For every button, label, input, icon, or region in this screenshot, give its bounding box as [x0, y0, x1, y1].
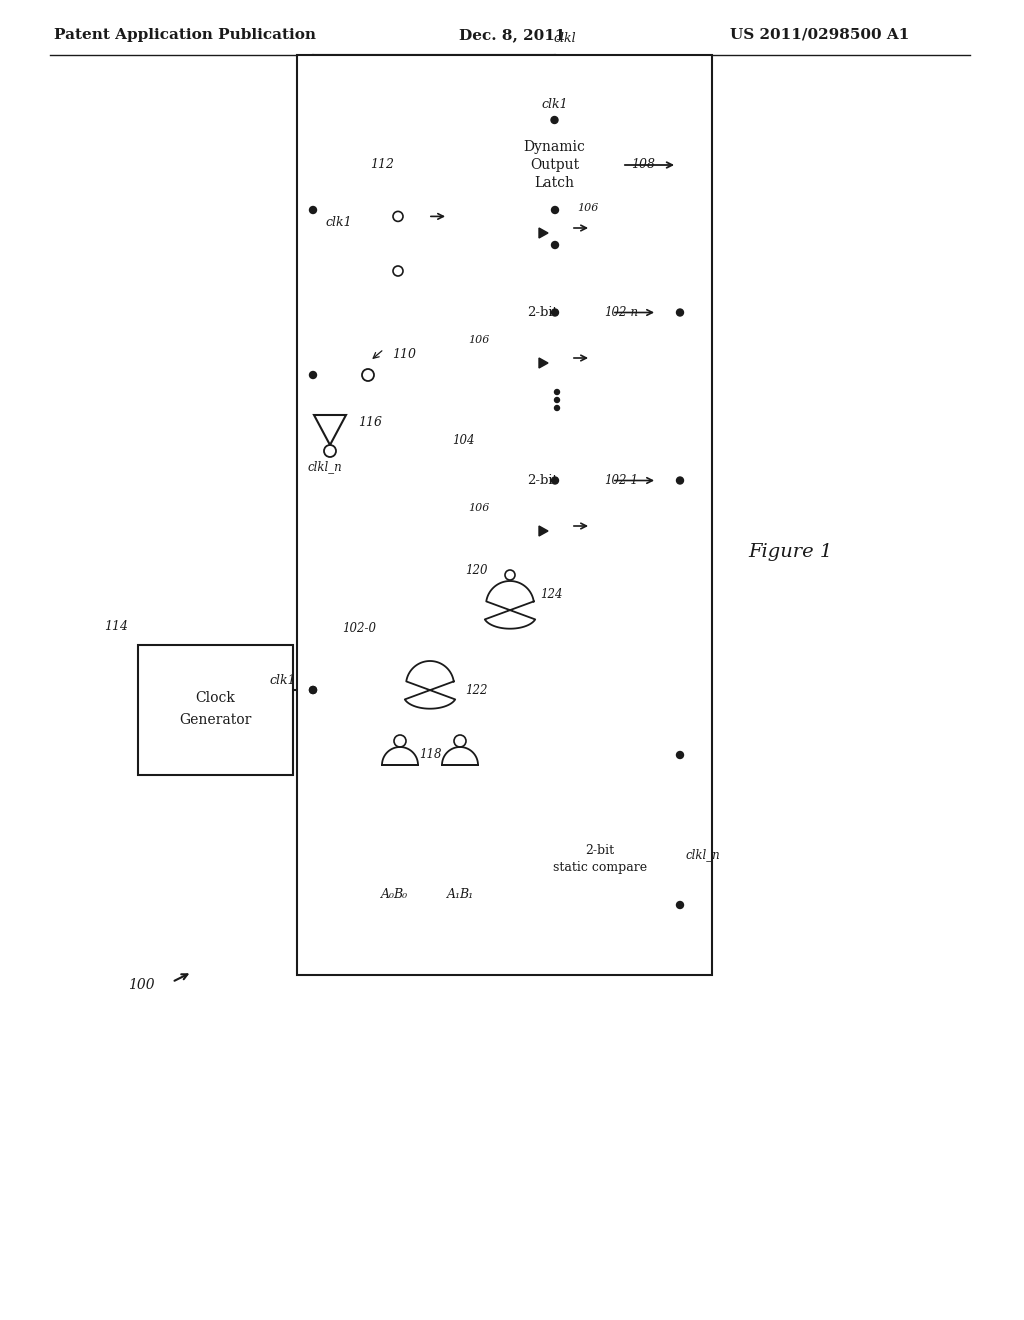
Bar — [539, 345, 571, 372]
Text: 2-bit: 2-bit — [586, 843, 614, 857]
Text: 104: 104 — [453, 433, 475, 446]
Text: 116: 116 — [358, 417, 382, 429]
Text: 106: 106 — [469, 335, 490, 345]
Polygon shape — [442, 747, 478, 766]
Text: 112: 112 — [370, 157, 394, 170]
Polygon shape — [539, 525, 548, 536]
Circle shape — [552, 206, 558, 214]
Text: Clock: Clock — [196, 690, 236, 705]
Text: clk1: clk1 — [325, 215, 351, 228]
Bar — [138, 645, 293, 775]
Text: 110: 110 — [392, 348, 416, 362]
Text: 118: 118 — [419, 748, 441, 762]
Text: 114: 114 — [104, 620, 128, 634]
Text: 124: 124 — [540, 589, 562, 602]
Text: 102-0: 102-0 — [342, 623, 376, 635]
Bar — [330, 645, 710, 906]
Polygon shape — [404, 661, 456, 709]
Circle shape — [309, 206, 316, 214]
Text: A₁: A₁ — [447, 888, 461, 902]
Bar — [360, 180, 480, 310]
Polygon shape — [539, 228, 548, 238]
Circle shape — [677, 902, 683, 908]
Bar — [492, 120, 617, 210]
Text: Latch: Latch — [535, 176, 574, 190]
Circle shape — [555, 405, 559, 411]
Text: B₁: B₁ — [459, 888, 473, 902]
Circle shape — [677, 477, 683, 484]
Bar — [539, 512, 571, 540]
Circle shape — [552, 242, 558, 248]
Bar — [492, 453, 592, 508]
Text: 102-1: 102-1 — [604, 474, 638, 487]
Circle shape — [309, 371, 316, 379]
Text: 108: 108 — [631, 158, 655, 172]
Bar — [492, 285, 592, 341]
Circle shape — [677, 309, 683, 315]
Text: Figure 1: Figure 1 — [748, 543, 833, 561]
Polygon shape — [484, 581, 536, 628]
Circle shape — [551, 116, 558, 124]
Text: B₀: B₀ — [393, 888, 408, 902]
Text: 102-n: 102-n — [604, 306, 638, 319]
Text: 120: 120 — [465, 564, 487, 577]
Text: Output: Output — [530, 158, 579, 172]
Text: Dynamic: Dynamic — [523, 140, 586, 154]
Text: US 2011/0298500 A1: US 2011/0298500 A1 — [730, 28, 909, 42]
Circle shape — [309, 686, 316, 693]
Text: Patent Application Publication: Patent Application Publication — [54, 28, 316, 42]
Circle shape — [555, 389, 559, 395]
Polygon shape — [382, 747, 418, 766]
Text: 106: 106 — [577, 203, 598, 213]
Text: clkl_n: clkl_n — [307, 461, 342, 474]
Text: 106: 106 — [469, 503, 490, 513]
Text: 122: 122 — [465, 684, 487, 697]
Circle shape — [552, 309, 558, 315]
Text: clk1: clk1 — [269, 673, 296, 686]
Circle shape — [552, 477, 558, 484]
Circle shape — [309, 686, 316, 693]
Text: 2-bit: 2-bit — [526, 474, 557, 487]
Polygon shape — [539, 358, 548, 368]
Circle shape — [677, 751, 683, 759]
Bar — [297, 55, 712, 975]
Text: A₀: A₀ — [381, 888, 395, 902]
Text: Generator: Generator — [179, 713, 252, 727]
Text: clkl_n: clkl_n — [686, 849, 721, 862]
Circle shape — [555, 397, 559, 403]
Text: static compare: static compare — [553, 861, 647, 874]
Bar — [354, 362, 382, 388]
Text: 2-bit: 2-bit — [526, 306, 557, 319]
Text: clk1: clk1 — [542, 98, 568, 111]
Text: clkl: clkl — [553, 33, 575, 45]
Bar — [539, 214, 571, 242]
Text: 100: 100 — [128, 978, 155, 993]
Text: Dec. 8, 2011: Dec. 8, 2011 — [459, 28, 565, 42]
